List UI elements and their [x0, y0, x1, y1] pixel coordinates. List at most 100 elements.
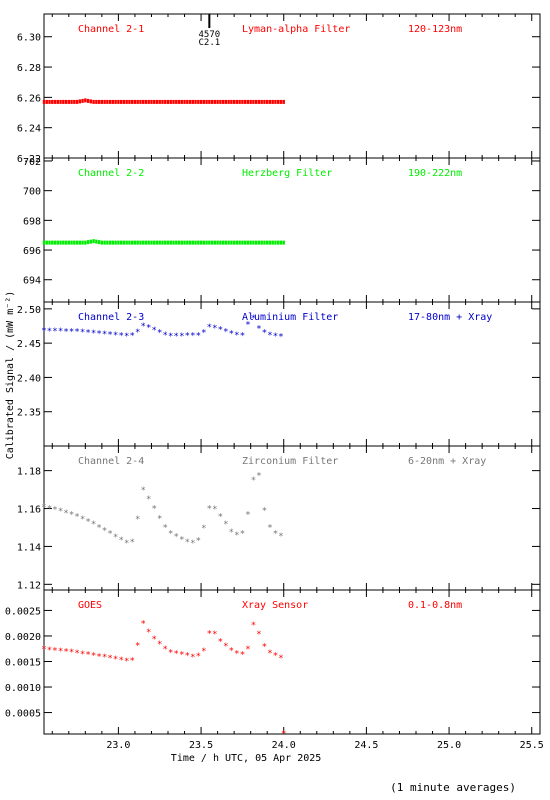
- data-point: [128, 240, 131, 245]
- data-point: [86, 240, 90, 245]
- footnote: (1 minute averages): [390, 781, 516, 794]
- data-point: *: [190, 653, 195, 663]
- data-point: [164, 99, 167, 104]
- data-point: [142, 240, 145, 245]
- data-point: [205, 240, 208, 245]
- data-point: [210, 99, 214, 104]
- data-point: [114, 240, 117, 245]
- data-point: *: [102, 330, 107, 340]
- data-point: [186, 99, 189, 104]
- data-point: [183, 240, 186, 245]
- data-point: [219, 240, 222, 245]
- y-tick-label: 1.16: [17, 505, 41, 516]
- data-point: *: [96, 652, 101, 662]
- data-point: [188, 240, 192, 245]
- data-point: *: [157, 328, 162, 338]
- data-point: [95, 239, 98, 244]
- data-point: [59, 240, 62, 245]
- data-point: *: [179, 536, 184, 546]
- data-point: *: [157, 640, 162, 650]
- data-point: *: [52, 646, 57, 656]
- data-point: [111, 99, 115, 104]
- x-tick-label: 25.0: [437, 740, 461, 751]
- x-axis-label: Time / h UTC, 05 Apr 2025: [171, 753, 322, 764]
- data-point: *: [212, 505, 217, 515]
- data-point: [89, 239, 93, 244]
- data-point: *: [218, 326, 223, 336]
- y-tick-label: 6.24: [17, 124, 41, 135]
- data-point: [56, 99, 59, 104]
- y-tick-label: 698: [23, 216, 41, 227]
- data-point: [279, 99, 283, 104]
- data-point: [202, 240, 206, 245]
- data-point: [75, 240, 79, 245]
- data-point: [180, 99, 183, 104]
- data-point: *: [229, 528, 234, 538]
- data-point: *: [113, 655, 118, 665]
- data-point: *: [69, 511, 74, 521]
- data-point: [208, 99, 211, 104]
- data-point: *: [251, 476, 256, 486]
- x-tick-label: 25.5: [520, 740, 544, 751]
- data-point: *: [135, 515, 140, 525]
- data-point: *: [273, 332, 278, 342]
- data-point: [142, 99, 145, 104]
- panel-frame: [43, 445, 541, 591]
- data-point: *: [234, 531, 239, 541]
- data-point: [257, 99, 261, 104]
- data-point: *: [47, 646, 52, 656]
- data-point: [194, 99, 197, 104]
- data-point: [268, 99, 272, 104]
- data-point: *: [135, 328, 140, 338]
- data-point: [191, 99, 194, 104]
- data-point: [227, 240, 230, 245]
- data-point: [108, 240, 112, 245]
- data-point: [144, 240, 148, 245]
- data-point: *: [140, 620, 145, 630]
- data-point: *: [80, 328, 85, 338]
- data-point: [67, 240, 70, 245]
- data-point: *: [52, 327, 57, 337]
- data-point: [210, 240, 214, 245]
- data-point: *: [58, 647, 63, 657]
- data-point: *: [185, 538, 190, 548]
- data-point: *: [278, 332, 283, 342]
- data-point: *: [107, 330, 112, 340]
- data-point: *: [107, 530, 112, 540]
- data-point: [81, 240, 84, 245]
- data-point: *: [212, 630, 217, 640]
- data-point: [249, 99, 252, 104]
- data-point: [235, 99, 239, 104]
- data-point: [246, 240, 250, 245]
- data-point: *: [196, 537, 201, 547]
- y-tick-label: 702: [23, 157, 41, 168]
- data-point: *: [47, 504, 52, 514]
- data-point: *: [174, 533, 179, 543]
- data-point: *: [63, 509, 68, 519]
- data-point: [254, 99, 258, 104]
- y-tick-label: 1.14: [17, 542, 41, 553]
- y-tick-label: 2.40: [17, 373, 41, 384]
- data-point: *: [185, 652, 190, 662]
- data-point: [219, 99, 222, 104]
- data-point: *: [201, 524, 206, 534]
- data-point: *: [96, 329, 101, 339]
- data-point: *: [107, 654, 112, 664]
- data-point: [175, 99, 178, 104]
- data-point: *: [201, 329, 206, 339]
- data-point: [144, 99, 148, 104]
- event-marker-label: C2.1: [198, 38, 220, 48]
- data-point: [260, 240, 263, 245]
- data-point: [155, 240, 159, 245]
- data-point: *: [234, 649, 239, 659]
- data-point: *: [63, 327, 68, 337]
- data-point: *: [207, 323, 212, 333]
- data-point: *: [140, 322, 145, 332]
- data-point: [133, 99, 137, 104]
- data-point: *: [80, 650, 85, 660]
- data-point: [277, 99, 280, 104]
- data-point: *: [58, 327, 63, 337]
- panel-label: 120-123nm: [408, 24, 462, 35]
- data-point: *: [163, 523, 168, 533]
- data-point: *: [168, 529, 173, 539]
